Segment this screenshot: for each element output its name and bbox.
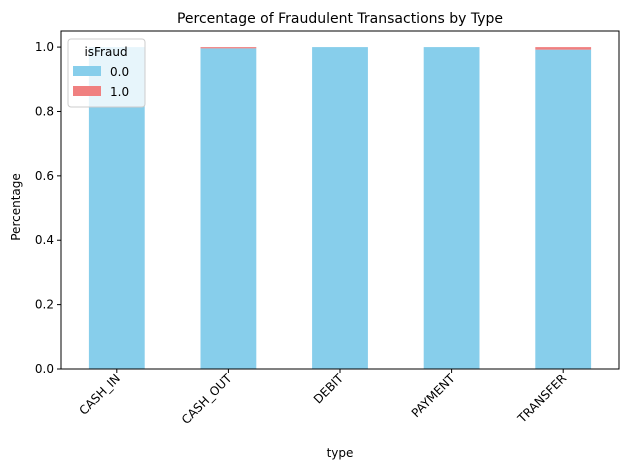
x-tick-label: PAYMENT [409,371,458,420]
bars-layer [88,47,592,370]
y-tick-label: 1.0 [35,40,54,54]
bar-cash-out-series-1 [200,47,257,49]
bar-debit-series-0 [312,47,368,369]
chart-title: Percentage of Fraudulent Transactions by… [177,11,503,27]
x-axis-label: type [327,446,354,460]
y-tick-label: 0.8 [35,104,54,118]
legend-swatch [73,66,101,76]
y-tick-label: 0.0 [35,362,54,376]
y-axis-label: Percentage [9,173,23,241]
bar-payment-series-0 [423,47,480,369]
legend-items: 0.01.0 [73,65,129,99]
x-tick-label: TRANSFER [514,371,569,426]
y-tick-label: 0.6 [35,169,54,183]
legend-title: isFraud [84,45,127,59]
x-tick-label: CASH_OUT [179,371,235,427]
y-tick-label: 0.2 [35,298,54,312]
legend-label: 1.0 [110,85,129,99]
legend-label: 0.0 [110,65,129,79]
bar-transfer-series-1 [535,47,592,50]
legend-swatch [73,86,101,96]
bar-cash-out-series-0 [200,48,257,369]
legend: isFraud 0.01.0 [67,38,146,108]
bar-transfer-series-0 [535,49,592,370]
y-tick-label: 0.4 [35,233,54,247]
x-tick-label: CASH_IN [76,371,122,417]
x-tick-label: DEBIT [311,371,347,407]
